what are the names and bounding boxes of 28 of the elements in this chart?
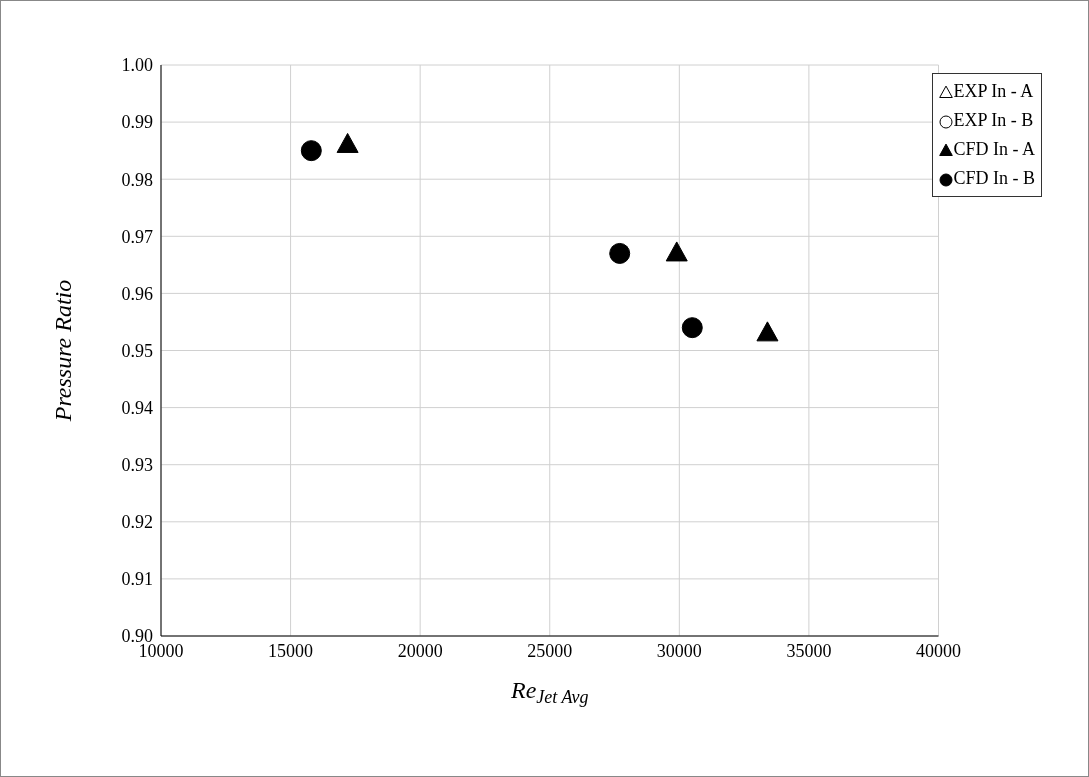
x-tick-label: 30000 (656, 640, 702, 661)
legend-label: EXP In - A (953, 81, 1034, 102)
x-tick-label: 35000 (786, 640, 832, 661)
point (609, 242, 631, 264)
x-tick-label: 20000 (397, 640, 443, 661)
y-tick-label: 0.99 (121, 112, 153, 133)
point (300, 140, 322, 162)
x-tick-label: 15000 (268, 640, 314, 661)
y-tick-label: 0.92 (121, 512, 153, 533)
y-tick-label: 0.94 (121, 397, 153, 418)
legend-label: CFD In - A (953, 139, 1035, 160)
y-tick-label: 1.00 (121, 55, 153, 76)
point (681, 317, 703, 339)
x-tick-label: 25000 (527, 640, 573, 661)
point (756, 321, 779, 342)
y-tick-label: 0.98 (121, 169, 153, 190)
point (665, 241, 688, 262)
point (336, 132, 359, 153)
x-axis-title: Re$_{Jet Avg}$ (510, 677, 589, 708)
y-tick-label: 0.91 (121, 569, 153, 590)
y-axis-title: Pressure Ratio (50, 279, 76, 423)
y-tick-label: 0.96 (121, 283, 153, 304)
y-tick-label: 0.97 (121, 226, 153, 247)
legend-label: EXP In - B (953, 110, 1034, 131)
x-tick-label: 40000 (915, 640, 961, 661)
legend-label: CFD In - B (953, 168, 1035, 189)
y-tick-label: 0.93 (121, 455, 153, 476)
y-tick-label: 0.95 (121, 340, 153, 361)
